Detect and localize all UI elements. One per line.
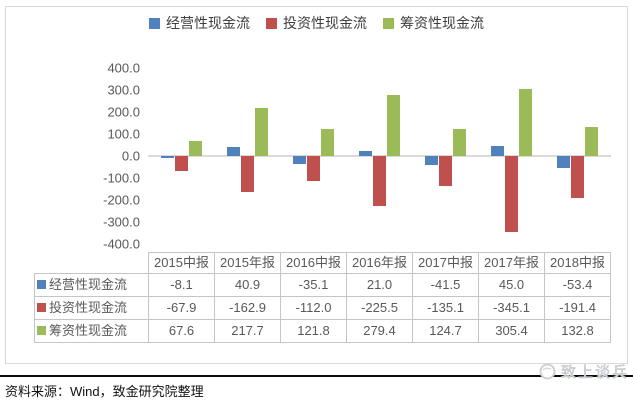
table-cell: 121.8 bbox=[280, 319, 347, 343]
table-header-cell: 2018中报 bbox=[544, 252, 611, 274]
legend: 经营性现金流 投资性现金流 筹资性现金流 bbox=[0, 13, 633, 33]
bar-投资性现金流-2015年报 bbox=[241, 156, 254, 192]
table-row: 投资性现金流 -67.9 -162.9 -112.0 -225.5 -135.1 -345.… bbox=[34, 296, 611, 320]
bar-筹资性现金流-2017中报 bbox=[453, 129, 466, 156]
table-row: 筹资性现金流 67.6 217.7 121.8 279.4 124.7 305.4 132.8 bbox=[34, 319, 611, 343]
table-cell: 21.0 bbox=[346, 273, 413, 297]
series-swatch-icon bbox=[37, 326, 46, 335]
table-cell: -53.4 bbox=[544, 273, 611, 297]
y-axis-tick-label: -400.0 bbox=[103, 236, 140, 252]
legend-item-2: 筹资性现金流 bbox=[383, 13, 484, 33]
bar-投资性现金流-2016年报 bbox=[373, 156, 386, 206]
legend-item-1: 投资性现金流 bbox=[266, 13, 367, 33]
row-label: 筹资性现金流 bbox=[34, 319, 149, 343]
bar-经营性现金流-2016中报 bbox=[293, 156, 306, 164]
table-cell: 45.0 bbox=[478, 273, 545, 297]
bar-经营性现金流-2017年报 bbox=[491, 146, 504, 156]
row-label-text: 投资性现金流 bbox=[49, 300, 128, 315]
bar-筹资性现金流-2018中报 bbox=[585, 127, 598, 156]
table-cell: 132.8 bbox=[544, 319, 611, 343]
table-cell: -345.1 bbox=[478, 296, 545, 320]
series-swatch-icon bbox=[37, 280, 46, 289]
data-table-grid: 2015中报 2015年报 2016中报 2016年报 2017中报 2017年报 2018… bbox=[34, 252, 611, 343]
table-header-cell: 2016年报 bbox=[346, 252, 413, 274]
table-cell: -35.1 bbox=[280, 273, 347, 297]
legend-swatch-icon bbox=[149, 17, 160, 29]
table-header-cell: 2015中报 bbox=[148, 252, 215, 274]
table-cell: 67.6 bbox=[148, 319, 215, 343]
bar-投资性现金流-2018中报 bbox=[571, 156, 584, 198]
table-cell: -225.5 bbox=[346, 296, 413, 320]
table-cell: 40.9 bbox=[214, 273, 281, 297]
bar-投资性现金流-2016中报 bbox=[307, 156, 320, 181]
table-cell: -67.9 bbox=[148, 296, 215, 320]
legend-label: 投资性现金流 bbox=[283, 15, 367, 31]
row-label-text: 筹资性现金流 bbox=[49, 323, 128, 338]
row-label: 投资性现金流 bbox=[34, 296, 149, 320]
table-cell: -41.5 bbox=[412, 273, 479, 297]
bar-经营性现金流-2015年报 bbox=[227, 147, 240, 156]
y-axis-tick-label: -200.0 bbox=[103, 192, 140, 208]
bar-经营性现金流-2018中报 bbox=[557, 156, 570, 168]
table-header-cell: 2017中报 bbox=[412, 252, 479, 274]
table-cell: 305.4 bbox=[478, 319, 545, 343]
row-label-text: 经营性现金流 bbox=[49, 277, 128, 292]
watermark-text: 致上谈兵 bbox=[560, 364, 629, 381]
bar-筹资性现金流-2017年报 bbox=[519, 89, 532, 156]
source-text: 资料来源：Wind，致金研究院整理 bbox=[5, 384, 204, 399]
y-axis-tick-label: 300.0 bbox=[107, 82, 140, 98]
bar-筹资性现金流-2016年报 bbox=[387, 95, 400, 156]
table-row: 经营性现金流 -8.1 40.9 -35.1 21.0 -41.5 45.0 -53.4 bbox=[34, 273, 611, 297]
bar-经营性现金流-2017中报 bbox=[425, 156, 438, 165]
legend-swatch-icon bbox=[266, 17, 277, 29]
y-axis-tick-label: -300.0 bbox=[103, 214, 140, 230]
y-axis-tick-label: 200.0 bbox=[107, 104, 140, 120]
table-header-cell: 2015年报 bbox=[214, 252, 281, 274]
table-header-cell: 2017年报 bbox=[478, 252, 545, 274]
table-header-row: 2015中报 2015年报 2016中报 2016年报 2017中报 2017年报 2018… bbox=[35, 252, 611, 274]
legend-swatch-icon bbox=[383, 17, 394, 29]
bar-投资性现金流-2017年报 bbox=[505, 156, 518, 232]
y-axis-tick-label: -100.0 bbox=[103, 170, 140, 186]
table-cell: -162.9 bbox=[214, 296, 281, 320]
y-axis-tick-label: 0.0 bbox=[121, 148, 140, 164]
table-cell: -191.4 bbox=[544, 296, 611, 320]
bar-投资性现金流-2017中报 bbox=[439, 156, 452, 186]
table-header-cell: 2016中报 bbox=[280, 252, 347, 274]
bar-筹资性现金流-2015中报 bbox=[189, 141, 202, 156]
table-cell: 279.4 bbox=[346, 319, 413, 343]
bar-筹资性现金流-2015年报 bbox=[255, 108, 268, 156]
legend-label: 经营性现金流 bbox=[166, 15, 250, 31]
y-axis-tick-label: 400.0 bbox=[107, 60, 140, 76]
watermark: 致上谈兵 bbox=[539, 361, 629, 382]
table-cell: -135.1 bbox=[412, 296, 479, 320]
bar-投资性现金流-2015中报 bbox=[175, 156, 188, 171]
legend-item-0: 经营性现金流 bbox=[149, 13, 250, 33]
legend-label: 筹资性现金流 bbox=[400, 15, 484, 31]
watermark-logo-icon bbox=[539, 363, 556, 380]
table-cell: 217.7 bbox=[214, 319, 281, 343]
row-label: 经营性现金流 bbox=[34, 273, 149, 297]
bar-筹资性现金流-2016中报 bbox=[321, 129, 334, 156]
series-swatch-icon bbox=[37, 303, 46, 312]
table-cell: -8.1 bbox=[148, 273, 215, 297]
bar-经营性现金流-2015中报 bbox=[161, 156, 174, 158]
y-axis-tick-label: 100.0 bbox=[107, 126, 140, 142]
bar-经营性现金流-2016年报 bbox=[359, 151, 372, 156]
table-corner-cell bbox=[35, 253, 149, 274]
table-cell: 124.7 bbox=[412, 319, 479, 343]
table-cell: -112.0 bbox=[280, 296, 347, 320]
divider-line bbox=[0, 375, 633, 377]
